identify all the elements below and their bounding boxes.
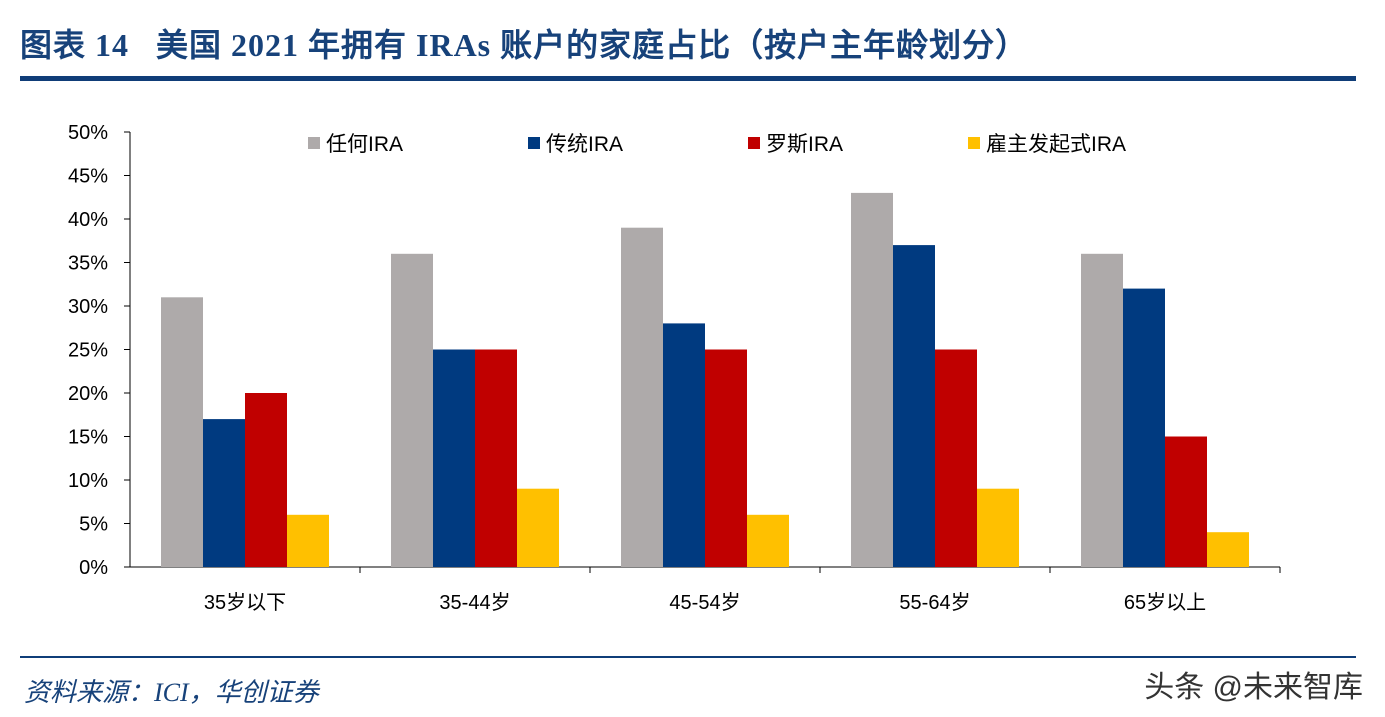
x-tick-label: 65岁以上: [1124, 591, 1206, 614]
bar: [391, 253, 433, 568]
legend-swatch: [968, 137, 980, 149]
bar: [1207, 532, 1249, 567]
y-tick-label: 50%: [68, 122, 108, 144]
bar: [1081, 253, 1123, 568]
bar: [663, 323, 705, 567]
source-note: 资料来源：ICI，华创证券: [24, 678, 319, 707]
x-tick-label: 45-54岁: [669, 591, 740, 614]
legend-label: 传统IRA: [546, 133, 623, 156]
legend-label: 雇主发起式IRA: [986, 133, 1126, 156]
y-tick-label: 10%: [68, 470, 108, 492]
y-tick-label: 45%: [68, 166, 108, 188]
bar: [977, 488, 1019, 567]
bar: [203, 419, 245, 567]
bar: [705, 349, 747, 567]
bar: [1123, 288, 1165, 567]
y-tick-label: 20%: [68, 383, 108, 405]
y-tick-label: 15%: [68, 427, 108, 449]
bar: [245, 393, 287, 567]
watermark: 头条 @未来智库: [1144, 671, 1363, 704]
bar: [621, 227, 663, 567]
figure-title: 图表 14 美国 2021 年拥有 IRAs 账户的家庭占比（按户主年龄划分）: [20, 27, 1029, 63]
x-tick-label: 55-64岁: [899, 591, 970, 614]
bar: [161, 297, 203, 567]
x-tick-label: 35-44岁: [439, 591, 510, 614]
y-tick-label: 5%: [79, 514, 108, 536]
legend-swatch: [748, 137, 760, 149]
bar: [433, 349, 475, 567]
bar: [747, 514, 789, 567]
legend-swatch: [308, 137, 320, 149]
y-tick-label: 0%: [79, 557, 108, 579]
bar: [851, 192, 893, 567]
footer-divider: [20, 656, 1356, 658]
legend-label: 罗斯IRA: [766, 133, 843, 156]
y-tick-label: 35%: [68, 253, 108, 275]
bar: [935, 349, 977, 567]
bar: [475, 349, 517, 567]
x-tick-label: 35岁以下: [204, 591, 286, 614]
legend-swatch: [528, 137, 540, 149]
y-tick-label: 30%: [68, 296, 108, 318]
legend-label: 任何IRA: [326, 133, 403, 156]
y-tick-label: 40%: [68, 209, 108, 231]
title-divider: [20, 76, 1356, 81]
y-tick-label: 25%: [68, 340, 108, 362]
bar: [517, 488, 559, 567]
bar: [1165, 436, 1207, 567]
bar: [893, 245, 935, 567]
bar: [287, 514, 329, 567]
